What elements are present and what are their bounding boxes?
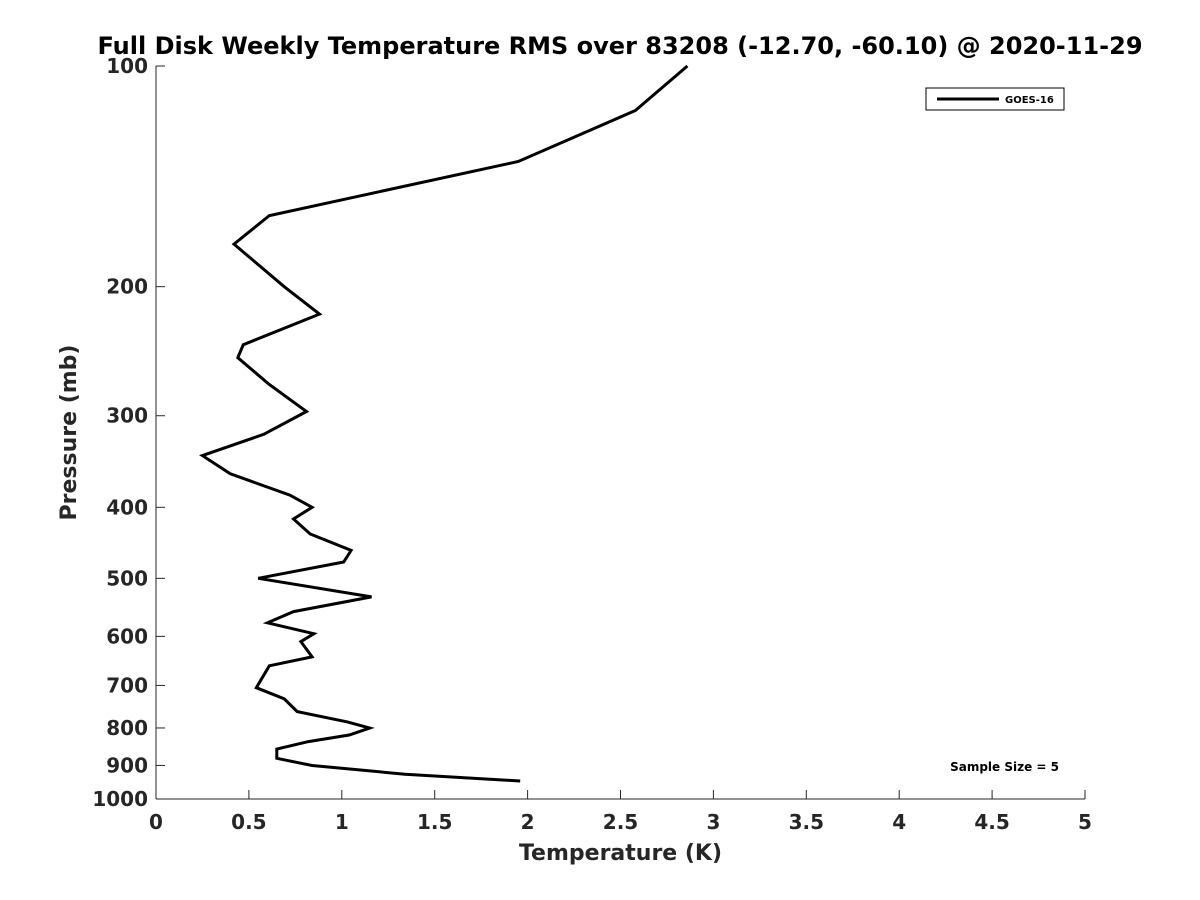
chart-title: Full Disk Weekly Temperature RMS over 83… bbox=[97, 32, 1142, 60]
y-axis-label: Pressure (mb) bbox=[57, 345, 82, 521]
x-tick-label: 2.5 bbox=[603, 810, 638, 834]
x-axis-label: Temperature (K) bbox=[519, 841, 722, 866]
x-tick-label: 3 bbox=[706, 810, 720, 834]
tick-layer: 0 0.5 1 1.5 2 2.5 3 3.5 4 4.5 5 100 200 300 400 500 600 7… bbox=[92, 54, 1092, 834]
y-tick-label: 900 bbox=[106, 753, 148, 777]
plot-area bbox=[156, 66, 1085, 799]
x-tick-label: 4 bbox=[892, 810, 906, 834]
legend: GOES-16 bbox=[925, 87, 1065, 111]
y-tick-label: 1000 bbox=[92, 787, 148, 811]
y-tick-label: 200 bbox=[106, 275, 148, 299]
y-tick-label: 300 bbox=[106, 404, 148, 428]
y-tick-label: 400 bbox=[106, 495, 148, 519]
legend-label-goes-16: GOES-16 bbox=[1005, 95, 1054, 106]
x-tick-label: 2 bbox=[521, 810, 535, 834]
sample-size-annotation: Sample Size = 5 bbox=[950, 760, 1059, 774]
y-tick-label: 100 bbox=[106, 54, 148, 78]
x-tick-label: 1 bbox=[335, 810, 349, 834]
y-tick-label: 800 bbox=[106, 716, 148, 740]
y-tick-label: 500 bbox=[106, 566, 148, 590]
x-tick-label: 0.5 bbox=[231, 810, 266, 834]
x-tick-label: 4.5 bbox=[974, 810, 1009, 834]
x-tick-label: 5 bbox=[1078, 810, 1092, 834]
x-tick-label: 1.5 bbox=[417, 810, 452, 834]
y-tick-label: 600 bbox=[106, 624, 148, 648]
x-tick-label: 3.5 bbox=[789, 810, 824, 834]
y-tick-label: 700 bbox=[106, 673, 148, 697]
series-line-goes-16 bbox=[199, 64, 689, 783]
x-tick-label: 0 bbox=[149, 810, 163, 834]
